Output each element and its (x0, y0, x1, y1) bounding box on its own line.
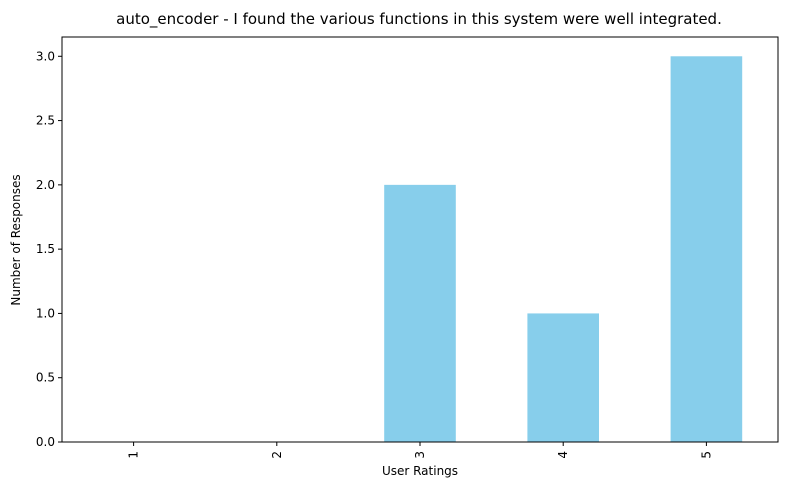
x-tick-label-5: 5 (699, 451, 713, 459)
chart-title: auto_encoder - I found the various funct… (116, 10, 722, 29)
y-tick-label: 1.0 (36, 306, 55, 320)
bars-group (384, 56, 743, 443)
y-tick-label: 3.0 (36, 49, 55, 63)
x-tick-label-4: 4 (556, 451, 570, 459)
y-tick-label: 0.5 (36, 371, 55, 385)
y-tick-label: 1.5 (36, 242, 55, 256)
y-tick-label: 0.0 (36, 435, 55, 449)
x-axis-title: User Ratings (382, 464, 458, 478)
y-axis-ticks: 0.0 0.5 1.0 1.5 2.0 2.5 3.0 (36, 49, 62, 449)
bar-4 (527, 313, 599, 442)
y-axis-title: Number of Responses (9, 174, 23, 305)
x-tick-label-3: 3 (413, 451, 427, 459)
x-tick-label-1: 1 (127, 451, 141, 459)
bar-5 (670, 56, 743, 443)
y-tick-label: 2.5 (36, 114, 55, 128)
y-tick-label: 2.0 (36, 178, 55, 192)
x-axis-ticks: 1 2 3 4 5 (127, 442, 713, 459)
x-tick-label-2: 2 (270, 451, 284, 459)
bar-3 (384, 184, 456, 442)
